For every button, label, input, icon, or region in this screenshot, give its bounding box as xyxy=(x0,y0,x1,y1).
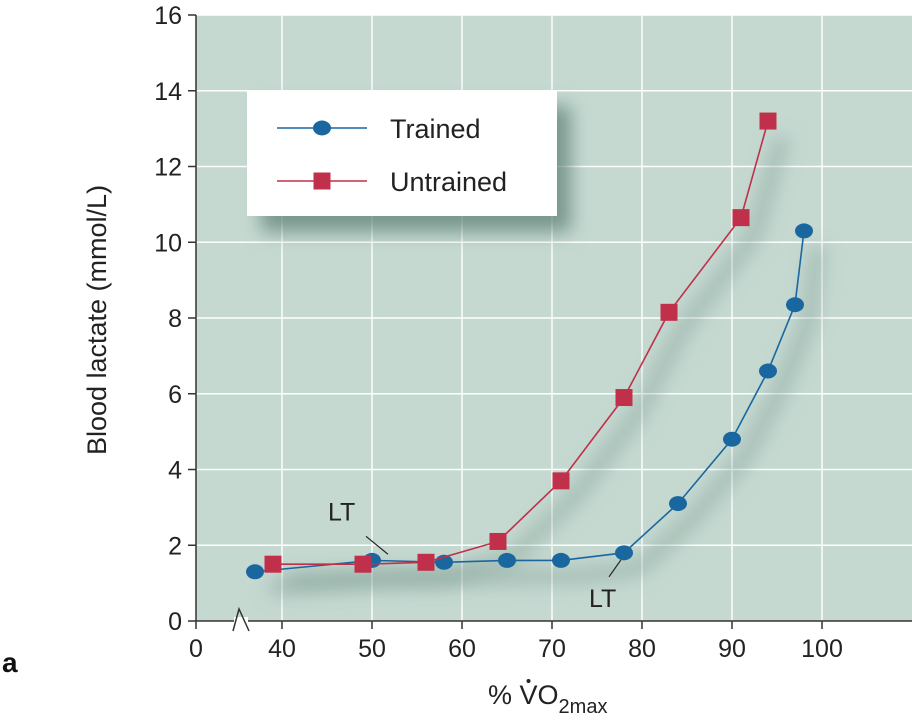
legend-label-trained: Trained xyxy=(390,114,481,144)
data-point-trained xyxy=(498,552,516,568)
y-tick-label: 2 xyxy=(168,532,182,560)
lt-label-trained: LT xyxy=(589,585,616,613)
data-point-trained xyxy=(723,431,741,447)
x-axis-title-prefix: % xyxy=(488,680,520,710)
data-point-trained xyxy=(669,496,687,512)
legend-label-untrained: Untrained xyxy=(390,167,507,197)
panel-label: a xyxy=(2,647,18,678)
data-point-untrained xyxy=(552,472,570,490)
x-axis-title: % VO2max xyxy=(488,680,607,718)
series-lines xyxy=(246,112,813,580)
data-point-trained xyxy=(246,564,264,580)
x-tick-label: 0 xyxy=(189,635,203,663)
x-tick-label: 70 xyxy=(538,635,566,663)
lt-label-untrained: LT xyxy=(328,498,355,526)
axis-break-gap xyxy=(234,617,248,625)
data-point-trained xyxy=(786,297,804,313)
y-tick-label: 10 xyxy=(154,229,182,257)
data-point-untrained xyxy=(615,389,633,407)
y-tick-label: 12 xyxy=(154,154,182,182)
data-point-untrained xyxy=(660,303,678,321)
data-point-untrained xyxy=(354,555,372,573)
data-point-untrained xyxy=(489,532,507,550)
x-tick-label: 50 xyxy=(358,635,386,663)
data-point-untrained xyxy=(417,553,435,571)
y-axis-title: Blood lactate (mmol/L) xyxy=(82,185,112,455)
data-point-untrained xyxy=(264,555,282,573)
y-tick-label: 0 xyxy=(168,608,182,636)
y-tick-label: 8 xyxy=(168,305,182,333)
x-tick-label: 90 xyxy=(718,635,746,663)
axis-break-mark xyxy=(232,606,250,632)
annotations: LT LT xyxy=(328,498,622,613)
x-axis-title-sub: 2max xyxy=(559,696,608,718)
x-tick-label: 80 xyxy=(628,635,656,663)
legend-marker-trained xyxy=(313,120,331,136)
data-point-untrained xyxy=(732,209,750,227)
legend: Trained Untrained xyxy=(247,90,571,232)
data-point-trained xyxy=(795,223,813,239)
data-point-trained xyxy=(759,363,777,379)
y-tick-label: 16 xyxy=(154,2,182,30)
data-point-trained xyxy=(552,552,570,568)
y-tick-label: 4 xyxy=(168,457,182,485)
line-shadows xyxy=(268,134,826,596)
lt-pointer-line xyxy=(365,535,389,555)
legend-box xyxy=(247,90,557,216)
axes: 0 2 4 6 8 10 12 14 16 0 40 50 60 70 80 90 100 xyxy=(154,2,912,663)
y-tick-label: 14 xyxy=(154,78,182,106)
legend-marker-untrained xyxy=(313,172,331,190)
x-tick-label: 40 xyxy=(268,635,296,663)
x-axis-title-main: VO xyxy=(520,680,559,710)
x-tick-label: 100 xyxy=(801,635,843,663)
x-axis-title-dot xyxy=(526,679,531,683)
x-tick-label: 60 xyxy=(448,635,476,663)
lt-pointer-line xyxy=(608,559,622,578)
series-shadow xyxy=(287,134,790,589)
data-point-trained xyxy=(615,545,633,561)
y-tick-label: 6 xyxy=(168,381,182,409)
data-point-untrained xyxy=(759,112,777,130)
